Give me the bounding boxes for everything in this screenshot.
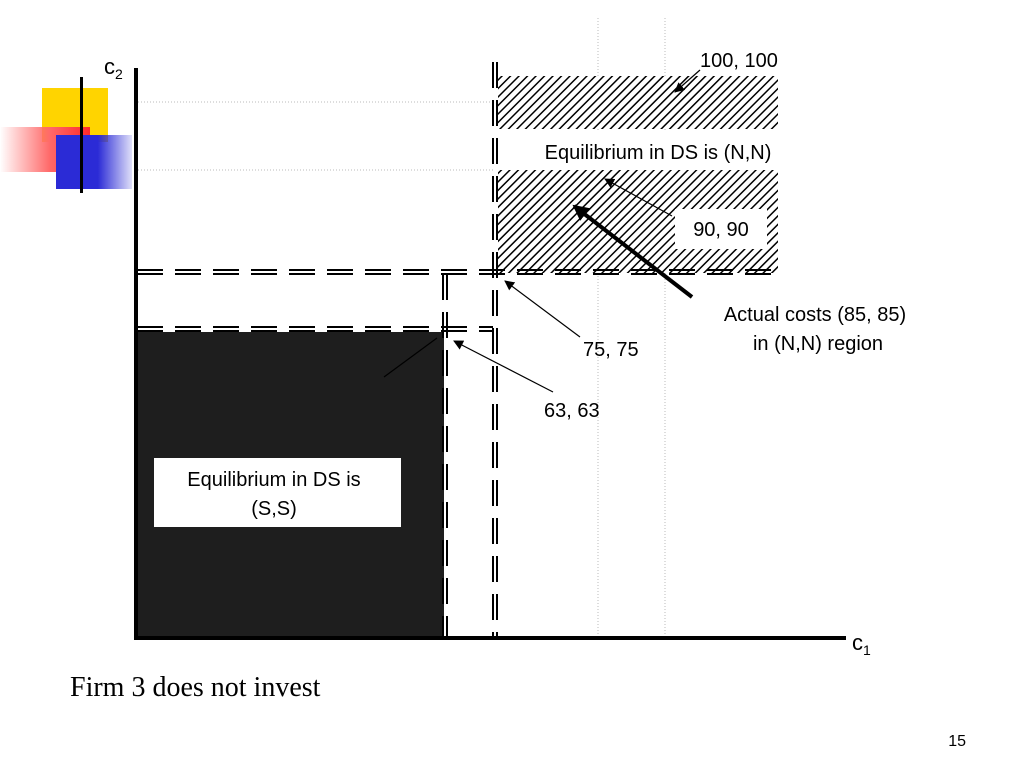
arrow-90 (604, 178, 673, 217)
decorative-blue-square (56, 135, 132, 189)
point-63-label: 63, 63 (544, 400, 600, 422)
boundary-63 (137, 274, 493, 640)
actual-costs-line1: Actual costs (85, 85) (724, 304, 906, 326)
arrow-actual-costs (572, 204, 694, 299)
ss-label-line2: (S,S) (251, 498, 297, 520)
y-axis-label: c2 (104, 54, 123, 82)
page-number: 15 (948, 733, 966, 750)
boundary-75 (137, 62, 775, 640)
annotation-arrows (383, 69, 701, 393)
ss-label-line1: Equilibrium in DS is (187, 469, 360, 491)
arrow-ss-pointer (383, 337, 438, 378)
point-75-label: 75, 75 (583, 339, 639, 361)
point-90-label: 90, 90 (693, 219, 749, 241)
point-100-label: 100, 100 (700, 50, 778, 72)
grid-lines (138, 18, 666, 640)
point-90-box (675, 209, 767, 249)
nn-region-top (498, 76, 778, 129)
x-axis-label: c1 (852, 630, 871, 658)
arrow-63 (453, 340, 554, 393)
nn-label-box (503, 131, 812, 169)
arrow-100 (674, 69, 701, 93)
decorative-vertical-bar (80, 77, 83, 193)
x-axis-subscript: 1 (863, 642, 871, 658)
footer-text: Firm 3 does not invest (70, 672, 321, 703)
y-axis-subscript: 2 (115, 66, 123, 82)
ss-label-box (154, 458, 401, 527)
arrow-75 (504, 280, 581, 338)
actual-costs-line2: in (N,N) region (753, 333, 883, 355)
nn-label: Equilibrium in DS is (N,N) (545, 142, 772, 164)
